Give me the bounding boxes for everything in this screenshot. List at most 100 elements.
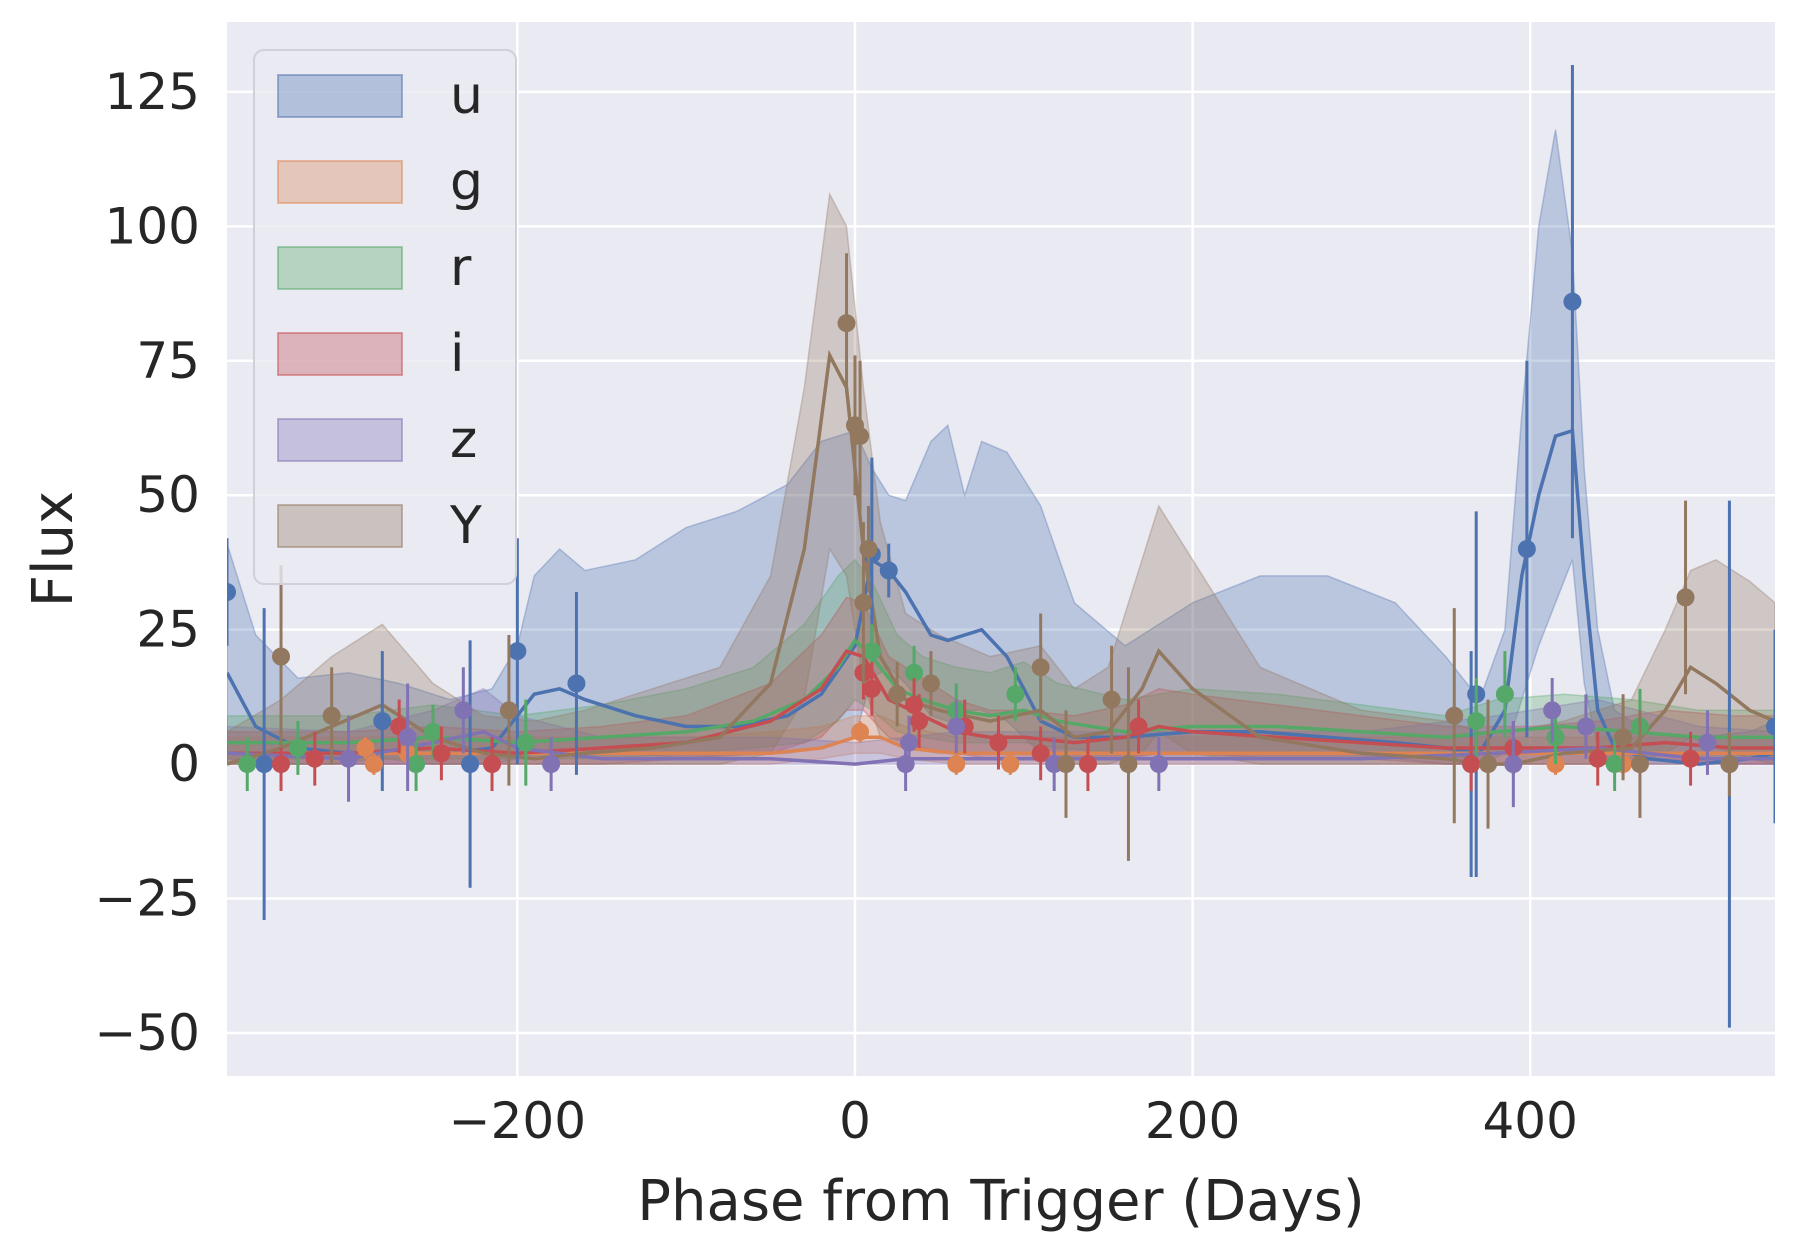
data-point-u (1766, 717, 1775, 736)
x-tick-label: 0 (839, 1092, 871, 1150)
data-point-z (1576, 717, 1595, 736)
legend-swatch-u (277, 74, 403, 118)
y-tick-label: 125 (105, 63, 200, 121)
data-point-z (947, 717, 966, 736)
data-point-i (910, 712, 929, 731)
x-tick-label: 200 (1145, 1092, 1240, 1150)
y-tick-label: −25 (94, 870, 200, 928)
legend-swatch-Y (277, 504, 403, 548)
data-point-r (516, 733, 535, 752)
y-axis-label: Flux (21, 491, 86, 607)
y-tick-label: 0 (168, 735, 200, 793)
data-point-u (1563, 292, 1582, 311)
x-tick-label: −200 (449, 1092, 586, 1150)
y-tick-label: 75 (136, 332, 200, 390)
legend-swatch-z (277, 418, 403, 462)
data-point-Y (851, 427, 870, 446)
data-point-Y (837, 314, 856, 333)
legend-label-u: u (450, 66, 483, 126)
legend-label-i: i (450, 324, 464, 384)
data-point-u (255, 755, 274, 774)
data-point-Y (1614, 728, 1633, 747)
legend-label-r: r (450, 238, 472, 298)
observations (227, 65, 1775, 1028)
data-point-r (407, 755, 426, 774)
data-point-z (542, 755, 561, 774)
model-line-Y (227, 349, 1775, 766)
data-point-g (1001, 755, 1020, 774)
legend-label-g: g (450, 152, 483, 212)
data-point-i (432, 744, 451, 763)
data-point-r (1546, 728, 1565, 747)
data-point-Y (888, 685, 907, 704)
data-point-Y (854, 593, 873, 612)
data-point-i (1031, 744, 1050, 763)
y-tick-label: 50 (136, 466, 200, 524)
data-point-r (288, 738, 307, 757)
data-point-z (339, 749, 358, 768)
data-point-Y (1720, 755, 1739, 774)
data-point-u (1517, 540, 1536, 558)
data-point-z (1698, 733, 1717, 752)
y-tick-label: 25 (136, 601, 200, 659)
data-point-i (1078, 755, 1097, 774)
data-point-i (1681, 749, 1700, 768)
data-point-i (862, 679, 881, 698)
x-tick-label: 400 (1483, 1092, 1578, 1150)
data-point-i (1462, 755, 1481, 774)
data-point-Y (1102, 690, 1121, 709)
legend-swatch-g (277, 160, 403, 204)
x-axis-label: Phase from Trigger (Days) (637, 1169, 1365, 1234)
legend-swatch-i (277, 332, 403, 376)
data-point-u (508, 642, 527, 661)
data-point-Y (1445, 706, 1464, 725)
data-point-Y (1056, 755, 1075, 774)
data-point-r (423, 722, 442, 741)
data-point-u (373, 712, 392, 731)
data-point-i (305, 749, 324, 768)
y-tick-labels: −50 −25 0 25 50 75 100 125 (94, 63, 200, 1062)
data-point-r (1006, 685, 1025, 704)
data-point-i (1129, 717, 1148, 736)
data-point-Y (1479, 755, 1498, 774)
data-point-z (896, 755, 915, 774)
x-tick-labels: −200 0 200 400 (449, 1092, 1578, 1150)
data-point-Y (1676, 588, 1695, 607)
data-point-r (905, 663, 924, 682)
legend-frame (253, 49, 517, 585)
data-point-Y (322, 706, 341, 725)
model-line-i (227, 649, 1775, 756)
data-point-r (238, 755, 257, 774)
data-point-r (862, 642, 881, 661)
y-tick-label: −50 (94, 1004, 200, 1062)
legend-label-z: z (450, 410, 477, 470)
data-point-Y (1119, 755, 1138, 774)
data-point-Y (921, 674, 940, 693)
data-point-g (364, 755, 383, 774)
data-point-i (1588, 749, 1607, 768)
data-point-r (1605, 755, 1624, 774)
legend-label-Y: Y (449, 496, 482, 556)
data-point-Y (499, 701, 518, 720)
data-point-g (947, 755, 966, 774)
data-point-Y (1630, 755, 1649, 774)
data-point-Y (272, 647, 291, 666)
data-point-u (879, 561, 898, 580)
data-point-i (483, 755, 502, 774)
data-point-z (1504, 755, 1523, 774)
data-point-r (1467, 712, 1486, 731)
data-point-z (899, 733, 918, 752)
data-point-r (1495, 685, 1514, 704)
data-point-z (1543, 701, 1562, 720)
y-tick-label: 100 (105, 197, 200, 255)
legend-swatch-r (277, 246, 403, 290)
data-point-z (398, 728, 417, 747)
data-point-Y (859, 540, 878, 558)
data-point-g (851, 722, 870, 741)
data-point-g (356, 738, 375, 757)
data-point-Y (1031, 658, 1050, 677)
data-point-z (454, 701, 473, 720)
data-point-u (461, 755, 480, 774)
